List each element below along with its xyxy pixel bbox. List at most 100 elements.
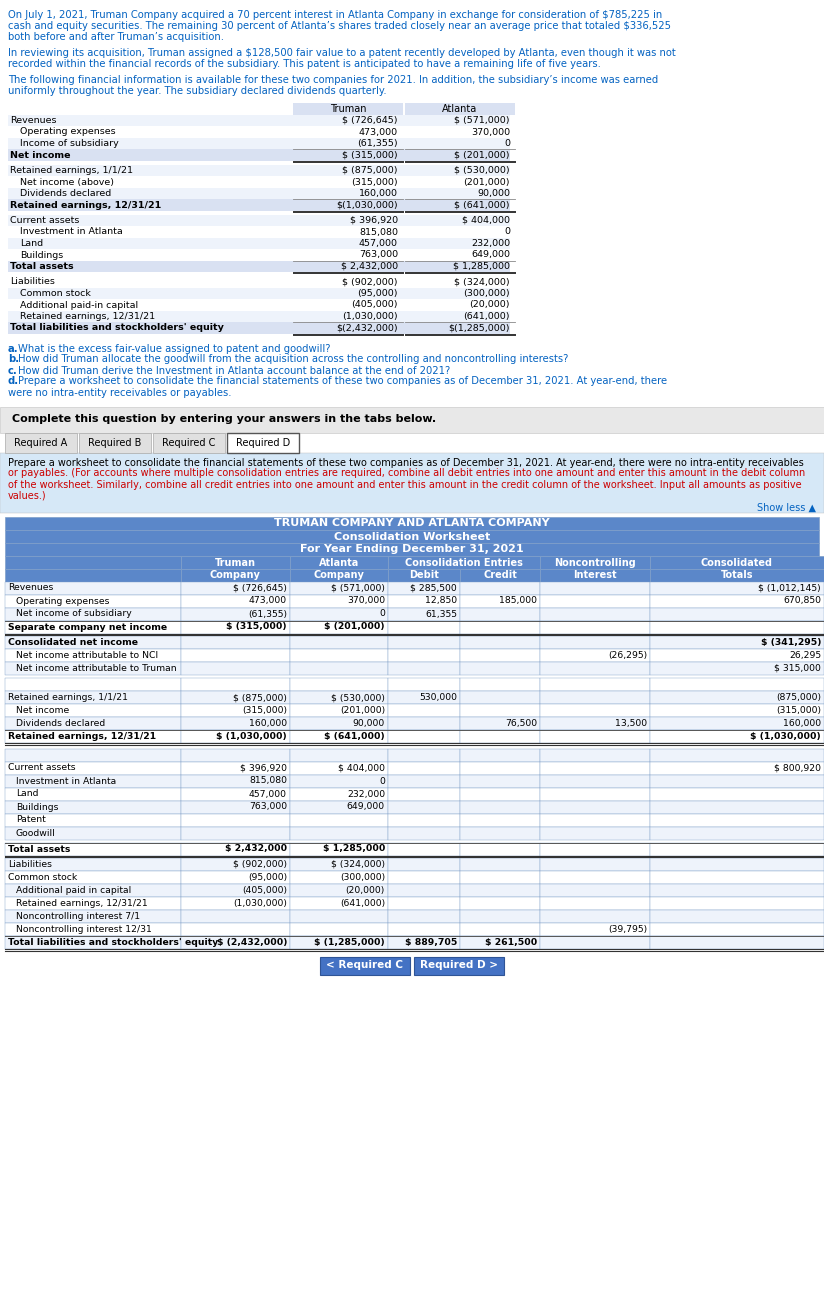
Text: Net income (above): Net income (above) [20,178,114,187]
Bar [181,662,290,675]
Text: $ (1,285,000): $ (1,285,000) [315,938,385,947]
Bar [540,620,650,633]
Text: $ (530,000): $ (530,000) [331,693,385,702]
Bar [388,679,460,691]
Bar [181,858,290,871]
Text: Consolidated net income: Consolidated net income [8,639,138,648]
Bar [540,937,650,949]
Bar [8,199,510,210]
Text: $ (726,645): $ (726,645) [343,116,398,125]
Text: 0: 0 [379,609,385,618]
Bar [388,801,460,814]
Text: $ (571,000): $ (571,000) [331,583,385,592]
Text: $ (341,295): $ (341,295) [761,639,821,648]
Text: Dividends declared: Dividends declared [16,719,105,728]
Text: $ (641,000): $ (641,000) [455,200,510,209]
Bar [650,774,824,787]
Bar [460,662,540,675]
Text: 160,000: 160,000 [249,719,287,728]
Bar [5,748,181,761]
Bar [5,909,181,924]
Bar [290,774,388,787]
Bar [460,897,540,909]
Text: $ 889,705: $ 889,705 [405,938,457,947]
Text: Retained earnings, 12/31/21: Retained earnings, 12/31/21 [8,731,156,740]
Text: Retained earnings, 12/31/21: Retained earnings, 12/31/21 [10,200,162,209]
Text: Retained earnings, 1/1/21: Retained earnings, 1/1/21 [10,166,133,175]
Bar [8,322,510,334]
Text: Prepare a worksheet to consolidate the financial statements of these two compani: Prepare a worksheet to consolidate the f… [8,458,803,467]
Text: of the worksheet. Similarly, combine all credit entries into one amount and ente: of the worksheet. Similarly, combine all… [8,480,802,489]
Bar [650,937,824,949]
Bar [650,679,824,691]
Bar [227,432,299,453]
Text: $ (875,000): $ (875,000) [233,693,287,702]
Text: 76,500: 76,500 [505,719,537,728]
Text: Truman: Truman [214,557,255,568]
Bar [290,662,388,675]
Text: cash and equity securities. The remaining 30 percent of Atlanta’s shares traded : cash and equity securities. The remainin… [8,21,671,31]
Text: (201,000): (201,000) [339,706,385,715]
Bar [181,937,290,949]
Text: What is the excess fair-value assigned to patent and goodwill?: What is the excess fair-value assigned t… [18,343,330,353]
Text: Consolidated: Consolidated [701,557,773,568]
Bar [290,787,388,801]
Bar [388,636,460,649]
Bar [388,730,460,743]
Text: $ (201,000): $ (201,000) [455,151,510,160]
Text: $ 1,285,000: $ 1,285,000 [453,262,510,271]
Bar [540,691,650,704]
Text: 530,000: 530,000 [419,693,457,702]
Bar [650,662,824,675]
Text: $ 2,432,000: $ 2,432,000 [225,845,287,854]
Bar [290,730,388,743]
Text: Land: Land [20,239,43,248]
Text: Net income attributable to NCI: Net income attributable to NCI [16,651,158,660]
Bar [650,897,824,909]
Bar [388,814,460,827]
Bar [181,582,290,595]
Text: (875,000): (875,000) [776,693,821,702]
Text: How did Truman allocate the goodwill from the acquisition across the controlling: How did Truman allocate the goodwill fro… [18,355,569,365]
Text: (95,000): (95,000) [248,873,287,882]
Text: In reviewing its acquisition, Truman assigned a $128,500 fair value to a patent : In reviewing its acquisition, Truman ass… [8,48,676,58]
Bar [540,662,650,675]
Text: 370,000: 370,000 [471,128,510,137]
Bar [5,884,181,897]
Text: Required C: Required C [162,437,216,448]
Bar [540,582,650,595]
Bar [460,691,540,704]
Text: Required A: Required A [14,437,68,448]
Bar [388,717,460,730]
Text: The following financial information is available for these two companies for 202: The following financial information is a… [8,75,658,85]
Text: (315,000): (315,000) [351,178,398,187]
Bar [650,871,824,884]
Text: 815,080: 815,080 [249,777,287,786]
Text: Buildings: Buildings [16,802,59,811]
Bar [8,299,510,311]
Bar [650,924,824,937]
Bar [290,909,388,924]
Text: Investment in Atlanta: Investment in Atlanta [16,777,116,786]
Bar [0,453,824,512]
Bar [650,608,824,620]
Bar [540,871,650,884]
Text: $ (571,000): $ (571,000) [455,116,510,125]
Text: (315,000): (315,000) [776,706,821,715]
Bar [181,897,290,909]
Text: (1,030,000): (1,030,000) [233,899,287,908]
Bar [5,774,181,787]
Text: (300,000): (300,000) [463,289,510,298]
Text: TRUMAN COMPANY AND ATLANTA COMPANY: TRUMAN COMPANY AND ATLANTA COMPANY [274,519,550,529]
Bar [650,909,824,924]
Text: were no intra-entity receivables or payables.: were no intra-entity receivables or paya… [8,387,232,397]
Bar [290,569,388,582]
Bar [290,924,388,937]
Text: (95,000): (95,000) [358,289,398,298]
Text: (300,000): (300,000) [339,873,385,882]
Bar [540,569,650,582]
Text: uniformly throughout the year. The subsidiary declared dividends quarterly.: uniformly throughout the year. The subsi… [8,86,386,95]
Bar [650,582,824,595]
Bar [388,858,460,871]
Bar [388,884,460,897]
